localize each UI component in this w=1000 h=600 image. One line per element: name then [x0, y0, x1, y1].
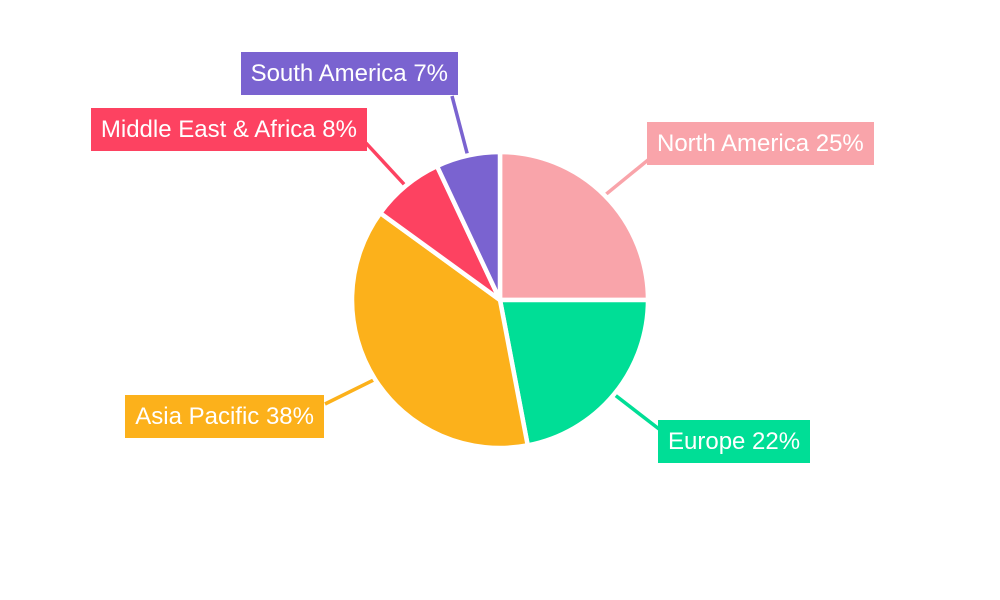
- slice-label-europe: Europe 22%: [658, 420, 811, 463]
- pie-slice-asia-pacific[interactable]: [349, 210, 530, 451]
- slice-label-asia-pacific: Asia Pacific 38%: [125, 395, 324, 438]
- leader-line-europe: [612, 392, 661, 431]
- slice-label-north-america: North America 25%: [647, 122, 874, 165]
- slice-label-middle-east-africa: Middle East & Africa 8%: [90, 108, 367, 151]
- leader-line-asia-pacific: [324, 377, 376, 406]
- leader-line-south-america: [450, 95, 470, 157]
- leader-line-middle-east-africa: [364, 141, 407, 188]
- pie-slice-north-america[interactable]: [497, 149, 651, 303]
- slice-label-south-america: South America 7%: [240, 52, 458, 95]
- pie-slice-south-america[interactable]: [434, 149, 503, 303]
- pie-slice-europe[interactable]: [497, 297, 651, 448]
- leader-line-north-america: [603, 158, 650, 197]
